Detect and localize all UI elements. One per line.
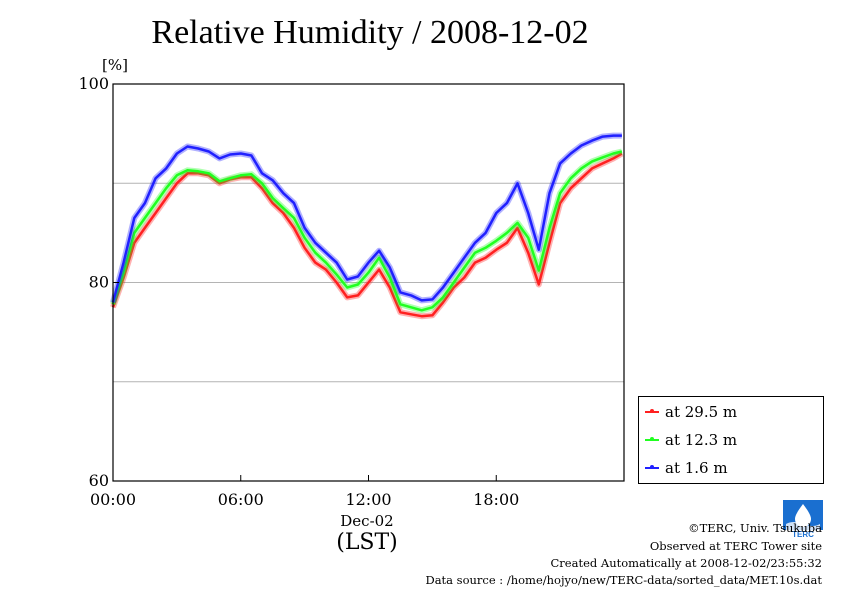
legend-item-29-5m: at 29.5 m xyxy=(645,403,737,421)
terc-logo: TERC xyxy=(783,500,823,538)
credit-source: Data source : /home/hojyo/new/TERC-data/… xyxy=(425,573,822,587)
legend-label: at 1.6 m xyxy=(665,459,728,477)
x-axis-timezone-label: (LST) xyxy=(336,530,398,555)
legend-label: at 12.3 m xyxy=(665,431,738,449)
series-line-0 xyxy=(111,152,623,318)
x-tick-label: 12:00 xyxy=(345,490,391,509)
credit-copyright: ©TERC, Univ. Tsukuba xyxy=(688,521,822,535)
legend-item-12-3m: at 12.3 m xyxy=(645,431,737,449)
legend-swatch-blue xyxy=(645,465,659,469)
series-line-2 xyxy=(111,134,622,303)
legend: at 29.5 m at 12.3 m at 1.6 m xyxy=(638,396,824,484)
legend-label: at 29.5 m xyxy=(665,403,738,421)
series-line-1 xyxy=(111,150,623,312)
y-tick-label: 100 xyxy=(78,74,109,93)
chart-title: Relative Humidity / 2008-12-02 xyxy=(151,14,589,51)
credit-site: Observed at TERC Tower site xyxy=(649,539,822,553)
legend-swatch-green xyxy=(645,437,659,441)
x-tick-label: 00:00 xyxy=(90,490,136,509)
x-tick-label: 18:00 xyxy=(473,490,519,509)
svg-text:TERC: TERC xyxy=(792,530,814,538)
y-tick-label: 80 xyxy=(89,273,109,292)
axis-ticks: 60 80 100 00:00 06:00 12:00 18:00 xyxy=(78,74,519,509)
credit-created: Created Automatically at 2008-12-02/23:5… xyxy=(550,556,823,570)
y-tick-label: 60 xyxy=(89,471,109,490)
y-axis-unit-label: [%] xyxy=(102,56,128,74)
x-axis-date-label: Dec-02 xyxy=(340,512,394,530)
legend-item-1-6m: at 1.6 m xyxy=(645,459,728,477)
x-tick-label: 06:00 xyxy=(218,490,264,509)
series-lines xyxy=(110,132,624,320)
legend-swatch-red xyxy=(645,409,659,413)
